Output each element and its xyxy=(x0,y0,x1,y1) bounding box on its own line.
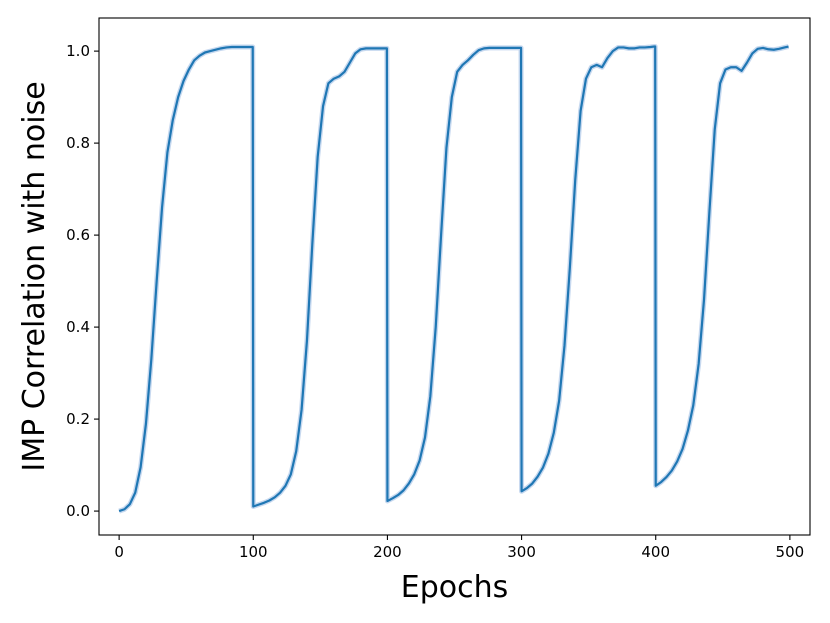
y-axis-label: IMP Correlation with noise xyxy=(17,81,52,471)
x-tick-label: 400 xyxy=(641,543,670,561)
x-tick-label: 300 xyxy=(507,543,536,561)
x-ticks: 0 100 200 300 400 500 xyxy=(114,535,804,561)
y-tick-label: 0.6 xyxy=(66,226,90,244)
axes-frame xyxy=(98,17,811,536)
y-tick-label: 1.0 xyxy=(66,42,90,60)
x-tick-label: 500 xyxy=(776,543,805,561)
series-line-layer xyxy=(118,45,789,513)
series-line xyxy=(118,45,789,513)
x-tick-label: 100 xyxy=(239,543,268,561)
y-tick-label: 0.0 xyxy=(66,502,90,520)
x-tick-label: 0 xyxy=(114,543,124,561)
y-tick-label: 0.4 xyxy=(66,318,90,336)
x-tick-label: 200 xyxy=(373,543,402,561)
y-ticks: 0.0 0.2 0.4 0.6 0.8 1.0 xyxy=(66,42,99,520)
y-tick-label: 0.2 xyxy=(66,410,90,428)
y-tick-label: 0.8 xyxy=(66,134,90,152)
x-axis-label: Epochs xyxy=(401,570,509,605)
